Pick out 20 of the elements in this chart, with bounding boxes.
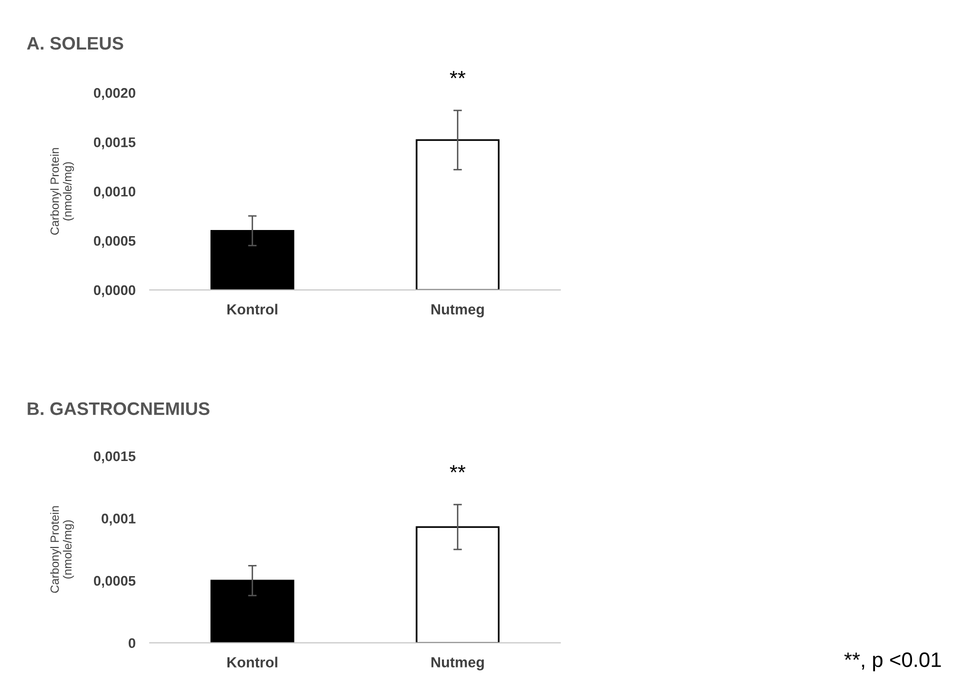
y-axis-title: Carbonyl Protein (nmole/mg) bbox=[50, 506, 74, 593]
y-tick-label: 0,0000 bbox=[94, 285, 136, 298]
y-tick-label: 0,0015 bbox=[94, 451, 136, 464]
x-tick-label: Kontrol bbox=[227, 304, 278, 315]
y-tick-label: 0,0020 bbox=[94, 88, 136, 100]
y-tick-label: 0,0005 bbox=[94, 576, 136, 588]
x-tick-label: Nutmeg bbox=[431, 657, 484, 670]
y-tick-label: 0,001 bbox=[102, 514, 136, 526]
y-tick-label: 0,0010 bbox=[94, 186, 136, 199]
y-axis-title: Carbonyl Protein (nmole/mg) bbox=[50, 148, 74, 235]
chart-title: B. GASTROCNEMIUS bbox=[28, 402, 210, 416]
text: ** bbox=[450, 70, 466, 78]
y-tick-label: 0 bbox=[128, 638, 136, 648]
x-tick-label: Kontrol bbox=[227, 656, 278, 668]
y-tick-label: 0,0015 bbox=[94, 137, 136, 150]
text: **, p <0.01 bbox=[844, 652, 941, 672]
x-tick-label: Nutmeg bbox=[431, 304, 484, 318]
y-tick-label: 0,0005 bbox=[94, 236, 136, 248]
annotation: ** bbox=[450, 465, 466, 472]
chart-title: A. SOLEUS bbox=[27, 36, 124, 50]
